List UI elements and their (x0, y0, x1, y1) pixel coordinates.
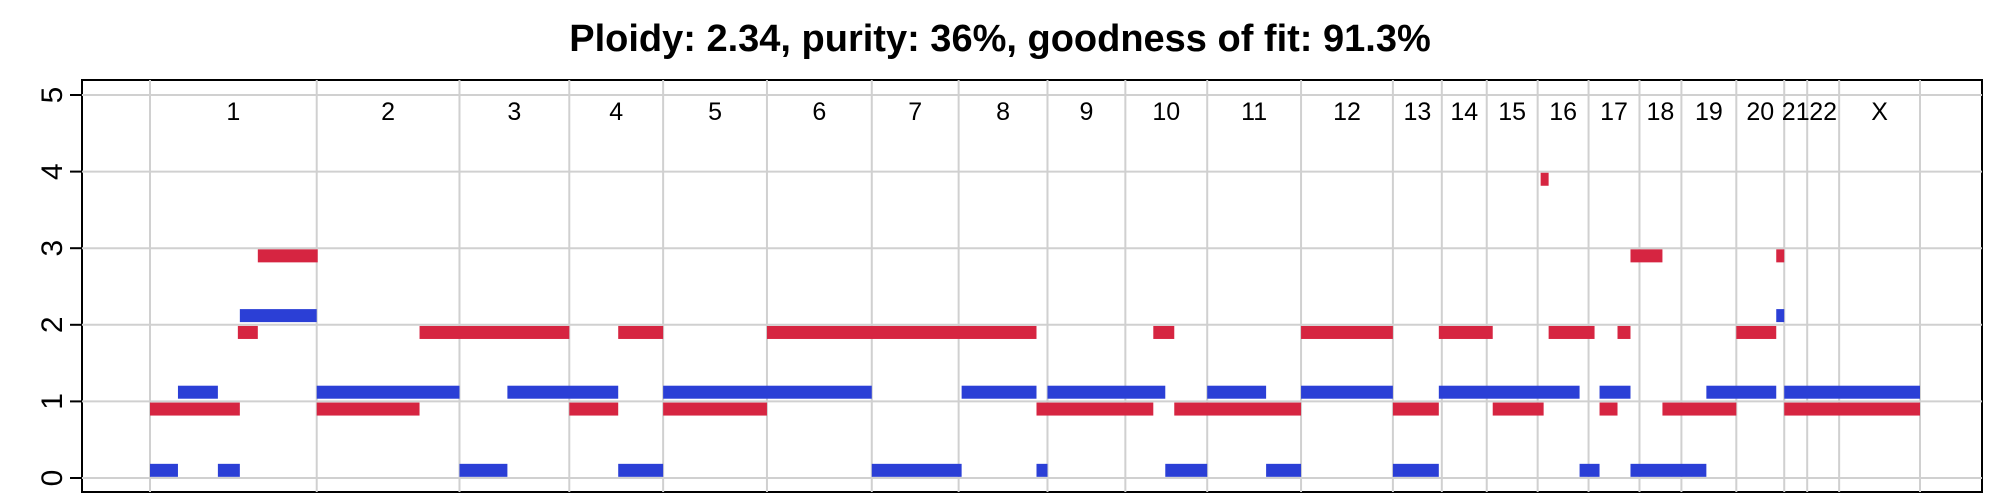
chrom-label-15: 15 (1498, 98, 1526, 126)
blue-segment (459, 463, 508, 477)
blue-segment (961, 385, 1037, 399)
blue-segment (1579, 463, 1600, 477)
red-segment (257, 249, 318, 263)
red-segment (1548, 325, 1595, 339)
red-segment (569, 402, 619, 416)
y-tick-label: 2 (36, 316, 69, 333)
red-segment (663, 402, 767, 416)
chrom-label-6: 6 (812, 98, 826, 126)
y-tick-label: 4 (36, 163, 69, 180)
chrom-label-14: 14 (1450, 98, 1478, 126)
y-tick-label: 0 (36, 470, 69, 487)
chrom-label-10: 10 (1152, 98, 1180, 126)
red-segment (1174, 402, 1302, 416)
chrom-label-19: 19 (1695, 98, 1723, 126)
segments (150, 172, 1920, 477)
red-segment (618, 325, 664, 339)
red-segment (1630, 249, 1663, 263)
red-segment (766, 325, 1037, 339)
red-segment (1662, 402, 1737, 416)
chrom-label-21: 21 (1782, 98, 1810, 126)
red-segment (1540, 172, 1549, 186)
red-segment (237, 325, 258, 339)
chrom-label-1: 1 (226, 98, 240, 126)
blue-segment (1599, 385, 1631, 399)
chrom-label-13: 13 (1403, 98, 1431, 126)
chromosome-labels: 1 2 3 4 5 6 7 8 9 10 11 12 13 14 15 16 17 18 19 20 21 22 X (226, 98, 1888, 126)
red-segment (419, 325, 570, 339)
blue-segment (871, 463, 962, 477)
red-segment (1301, 325, 1393, 339)
chrom-label-4: 4 (609, 98, 623, 126)
blue-segment (1047, 385, 1166, 399)
red-segment (1492, 402, 1544, 416)
blue-segment (1165, 463, 1208, 477)
y-tick-label: 1 (36, 393, 69, 410)
chrom-label-8: 8 (996, 98, 1010, 126)
red-segment (1736, 325, 1777, 339)
blue-segment (1784, 385, 1920, 399)
blue-segment (177, 385, 218, 399)
chrom-label-12: 12 (1333, 98, 1361, 126)
blue-segment (1706, 385, 1777, 399)
blue-segment (1036, 463, 1048, 477)
red-segment (1153, 325, 1175, 339)
y-axis: 0 1 2 3 4 5 (36, 87, 82, 487)
blue-segment (1630, 463, 1707, 477)
blue-segment (316, 385, 460, 399)
chrom-label-18: 18 (1647, 98, 1675, 126)
blue-segment (1776, 309, 1785, 323)
blue-segment (1301, 385, 1393, 399)
blue-segment (239, 309, 317, 323)
chrom-label-20: 20 (1746, 98, 1774, 126)
red-segment (1392, 402, 1439, 416)
chrom-label-22: 22 (1809, 98, 1837, 126)
grid (82, 80, 1982, 492)
blue-segment (618, 463, 664, 477)
blue-segment (217, 463, 240, 477)
red-segment (1617, 325, 1631, 339)
blue-segment (507, 385, 619, 399)
chrom-label-11: 11 (1241, 98, 1267, 126)
red-segment (1776, 249, 1785, 263)
chart-title: Ploidy: 2.34, purity: 36%, goodness of f… (569, 18, 1431, 60)
chrom-label-5: 5 (708, 98, 722, 126)
red-segment (1784, 402, 1920, 416)
chrom-label-X: X (1871, 98, 1888, 126)
blue-segment (1207, 385, 1267, 399)
red-segment (1438, 325, 1493, 339)
red-segment (150, 402, 240, 416)
blue-segment (150, 463, 178, 477)
chrom-label-2: 2 (381, 98, 395, 126)
blue-segment (1266, 463, 1302, 477)
blue-segment (1438, 385, 1580, 399)
chrom-label-17: 17 (1600, 98, 1628, 126)
red-segment (1599, 402, 1618, 416)
red-segment (1036, 402, 1154, 416)
blue-segment (663, 385, 872, 399)
y-tick-label: 3 (36, 240, 69, 257)
red-segment (316, 402, 420, 416)
chrom-label-9: 9 (1079, 98, 1093, 126)
y-tick-label: 5 (36, 87, 69, 104)
chrom-label-7: 7 (908, 98, 922, 126)
chrom-label-16: 16 (1549, 98, 1577, 126)
chrom-label-3: 3 (507, 98, 521, 126)
blue-segment (1392, 463, 1439, 477)
plot-frame (81, 79, 1983, 493)
